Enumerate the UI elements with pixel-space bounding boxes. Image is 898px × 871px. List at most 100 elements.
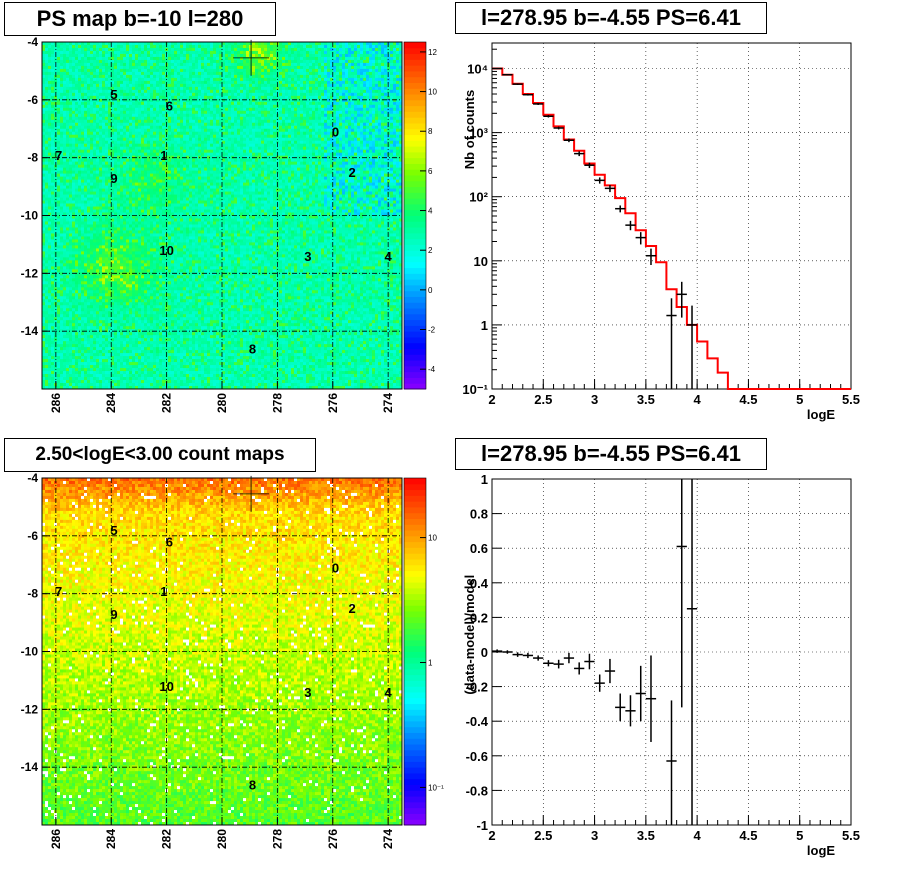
x-tick-label: 5 — [796, 828, 803, 843]
source-label: 9 — [110, 607, 117, 622]
map-y-axis: -4 -6 -8 -10 -12 -14 — [21, 471, 50, 774]
data-point — [645, 655, 657, 742]
y-tick-label: -0.6 — [466, 749, 488, 764]
x-tick-label: 3 — [591, 392, 598, 407]
data-point — [533, 655, 544, 661]
x-tick-label: 276 — [326, 393, 340, 413]
x-tick-label: 274 — [381, 829, 395, 849]
y-tick-label: -0.4 — [466, 714, 489, 729]
map-grid — [42, 41, 402, 389]
colorbar-label: 4 — [428, 207, 433, 216]
x-tick-label: 280 — [215, 393, 229, 413]
plot-x-axis: 2 2.5 3 3.5 4 4.5 5 5.5 logE — [488, 379, 860, 422]
data-point — [553, 126, 564, 130]
data-point — [604, 185, 616, 193]
y-tick-label: 1 — [481, 318, 488, 333]
y-tick-label: -0.2 — [466, 680, 488, 695]
map-x-axis: 286 284 282 280 278 276 274 — [49, 381, 395, 413]
colorbar: 10 1 10⁻¹ — [403, 477, 444, 826]
data-point — [584, 162, 595, 169]
colorbar-frame — [403, 41, 427, 390]
x-tick-label: 2 — [488, 828, 495, 843]
source-label: 0 — [332, 561, 339, 576]
data-point — [594, 177, 605, 184]
source-label: 8 — [249, 342, 256, 357]
spectrum-chart: 2 2.5 3 3.5 4 4.5 5 5.5 logE 10⁴ 10³ 10² 10 1 10⁻¹ Nb o… — [462, 42, 860, 422]
x-tick-label: 282 — [160, 393, 174, 413]
y-tick-label: -14 — [21, 324, 39, 338]
y-tick-label: 10³ — [469, 126, 488, 141]
plot-y-axis: 1 0.8 0.6 0.4 0.2 0 -0.2 -0.4 -0.6 -0.8 -1 (data-mo… — [462, 472, 502, 833]
data-point — [492, 649, 503, 653]
y-tick-label: 0 — [481, 645, 488, 660]
data-point — [553, 659, 564, 669]
data-point — [584, 653, 595, 670]
source-label: 7 — [55, 584, 62, 599]
y-tick-label: -10 — [21, 645, 39, 659]
x-tick-label: 276 — [326, 829, 340, 849]
x-tick-label: 274 — [381, 393, 395, 413]
y-tick-label: 10 — [474, 254, 488, 269]
ps-map-panel: 286 284 282 280 278 276 274 -4 -6 -8 -10 -12 -14 0 1 2 3… — [0, 0, 449, 436]
data-point — [512, 652, 523, 657]
x-tick-label: 278 — [270, 829, 284, 849]
map-y-axis: -4 -6 -8 -10 -12 -14 — [21, 35, 50, 338]
data-point — [625, 695, 636, 727]
y-tick-label: -4 — [27, 471, 38, 485]
source-label: 6 — [166, 535, 173, 550]
y-tick-label: 1 — [481, 472, 488, 487]
data-point — [492, 67, 503, 70]
source-label: 6 — [166, 99, 173, 114]
source-label: 1 — [160, 584, 167, 599]
data-point — [676, 281, 687, 318]
data-point — [666, 298, 677, 389]
data-point — [635, 665, 646, 722]
x-tick-label: 284 — [104, 393, 118, 413]
x-tick-label: 282 — [160, 829, 174, 849]
colorbar-label: 0 — [428, 286, 433, 295]
y-tick-label: -4 — [27, 35, 38, 49]
x-tick-label: 4.5 — [739, 392, 757, 407]
data-point — [522, 652, 534, 659]
source-label: 3 — [304, 685, 311, 700]
data-point — [635, 232, 646, 245]
colorbar: 12 10 8 6 4 2 0 -2 -4 — [403, 41, 437, 390]
y-tick-label: 0.2 — [470, 610, 488, 625]
source-label: 2 — [349, 165, 356, 180]
x-tick-label: 3.5 — [637, 392, 655, 407]
count-map-panel: 286 284 282 280 278 276 274 -4 -6 -8 -10 -12 -14 0 1 2 3… — [0, 436, 449, 871]
colorbar-frame — [403, 477, 427, 826]
map-cells — [42, 478, 403, 826]
x-tick-label: 5.5 — [842, 392, 860, 407]
x-tick-label: 4 — [694, 392, 702, 407]
source-labels: 0 1 2 3 4 5 6 7 8 9 10 — [55, 523, 393, 792]
ps-map-chart: 286 284 282 280 278 276 274-4-6-8-10-12-140123… — [21, 35, 438, 413]
data-point — [676, 479, 687, 708]
data-point — [666, 700, 677, 825]
data-point — [594, 674, 605, 692]
data-point — [645, 248, 657, 266]
x-tick-label: 3 — [591, 828, 598, 843]
residual-panel: 2 2.5 3 3.5 4 4.5 5 5.5 logE 1 0.8 0.6 0.4 0.2 0 -0.2 -0… — [449, 436, 898, 871]
data-point — [574, 151, 585, 157]
y-tick-label: 0.4 — [470, 576, 489, 591]
y-tick-label: 0.8 — [470, 507, 488, 522]
data-point — [625, 220, 636, 231]
source-label: 5 — [110, 523, 117, 538]
source-label: 1 — [160, 148, 167, 163]
x-tick-label: 4.5 — [739, 828, 757, 843]
data-point — [574, 662, 585, 675]
source-label: 0 — [332, 125, 339, 140]
colorbar-label: 10 — [428, 88, 437, 97]
colorbar-label: -4 — [428, 365, 436, 374]
y-tick-label: -8 — [27, 151, 38, 165]
y-axis-label: (data-model)/model — [462, 575, 477, 695]
source-label: 10 — [159, 679, 173, 694]
x-tick-label: 4 — [694, 828, 702, 843]
data-point — [615, 205, 626, 213]
x-tick-label: 2.5 — [534, 828, 552, 843]
source-label: 2 — [349, 601, 356, 616]
residual-title: l=278.95 b=-4.55 PS=6.41 — [455, 438, 767, 470]
source-label: 9 — [110, 171, 117, 186]
x-tick-label: 2.5 — [534, 392, 552, 407]
